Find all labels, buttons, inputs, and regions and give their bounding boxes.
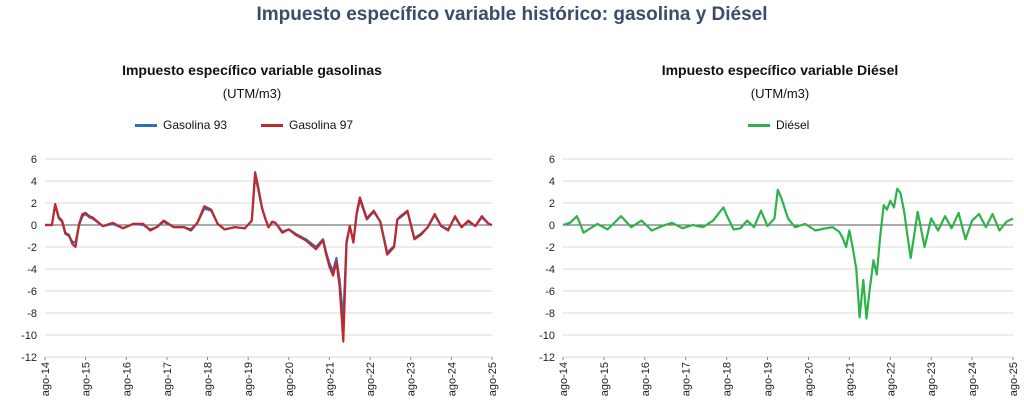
x-tick-label-diesel-10: ago-24: [967, 362, 979, 396]
x-tick-label-gasolinas-8: ago-22: [365, 362, 377, 396]
y-tick-label-diesel-3: 0: [549, 220, 555, 232]
legend-gasolinas: Gasolina 93 Gasolina 97: [135, 118, 353, 132]
y-tick-label-gasolinas-3: 0: [31, 220, 37, 232]
x-tick-label-gasolinas-2: ago-16: [121, 362, 133, 396]
legend-label-gasolina97: Gasolina 97: [289, 118, 354, 132]
y-tick-label-diesel-5: -4: [545, 264, 555, 276]
series-line-di-sel: [562, 187, 1014, 320]
legend-swatch-diesel: [748, 123, 770, 127]
legend-label-diesel: Diésel: [776, 118, 810, 132]
x-tick-label-diesel-3: ago-17: [681, 362, 693, 396]
x-tick-label-gasolinas-5: ago-19: [243, 362, 255, 396]
y-tick-label-diesel-9: -12: [539, 352, 555, 364]
y-tick-label-gasolinas-0: 6: [31, 154, 37, 166]
chart-subtitle-gasolinas: (UTM/m3): [222, 86, 282, 101]
x-tick-label-diesel-6: ago-20: [803, 362, 815, 396]
y-tick-label-gasolinas-6: -6: [27, 286, 37, 298]
y-tick-label-gasolinas-4: -2: [27, 242, 37, 254]
legend-item-gasolina93: Gasolina 93: [135, 118, 227, 132]
main-title: Impuesto específico variable histórico: …: [256, 4, 768, 25]
x-tick-label-gasolinas-4: ago-18: [203, 362, 215, 396]
x-tick-label-gasolinas-7: ago-21: [324, 362, 336, 396]
y-tick-label-diesel-7: -8: [545, 308, 555, 320]
y-tick-label-gasolinas-8: -10: [21, 330, 37, 342]
x-tick-label-gasolinas-9: ago-23: [406, 362, 418, 396]
x-tick-label-diesel-11: ago-25: [1008, 362, 1020, 396]
x-tick-label-diesel-2: ago-16: [640, 362, 652, 396]
y-tick-label-diesel-6: -6: [545, 286, 555, 298]
y-tick-label-diesel-1: 4: [549, 176, 555, 188]
legend-diesel: Diésel: [748, 118, 809, 132]
x-tick-label-gasolinas-1: ago-15: [81, 362, 93, 396]
y-tick-label-gasolinas-9: -12: [21, 352, 37, 364]
x-tick-label-diesel-4: ago-18: [722, 362, 734, 396]
chart-title-gasolinas: Impuesto específico variable gasolinas: [122, 62, 382, 78]
legend-item-diesel: Diésel: [748, 118, 809, 132]
x-tick-label-diesel-0: ago-14: [558, 362, 570, 396]
x-tick-label-diesel-9: ago-23: [926, 362, 938, 396]
legend-swatch-gasolina97: [261, 123, 284, 127]
y-tick-label-diesel-2: 2: [549, 198, 555, 210]
x-tick-label-diesel-7: ago-21: [844, 362, 856, 396]
y-tick-label-diesel-8: -10: [539, 330, 555, 342]
y-tick-label-gasolinas-5: -4: [27, 264, 37, 276]
y-tick-label-gasolinas-1: 4: [31, 176, 37, 188]
y-tick-label-diesel-0: 6: [549, 154, 555, 166]
chart-subtitle-diesel: (UTM/m3): [750, 86, 810, 101]
x-tick-label-diesel-1: ago-15: [599, 362, 611, 396]
chart-title-diesel: Impuesto específico variable Diésel: [661, 62, 899, 78]
x-tick-label-gasolinas-0: ago-14: [40, 362, 52, 396]
x-tick-label-gasolinas-6: ago-20: [284, 362, 296, 396]
x-tick-label-diesel-5: ago-19: [763, 362, 775, 396]
series-line-gasolina-97: [45, 171, 493, 343]
series-line-gasolina-93: [45, 174, 493, 321]
x-tick-label-gasolinas-11: ago-25: [487, 362, 499, 396]
x-tick-label-diesel-8: ago-22: [885, 362, 897, 396]
x-tick-label-gasolinas-10: ago-24: [446, 362, 458, 396]
y-tick-label-diesel-4: -2: [545, 242, 555, 254]
legend-item-gasolina97: Gasolina 97: [261, 118, 353, 132]
legend-swatch-gasolina93: [135, 123, 157, 127]
y-tick-label-gasolinas-2: 2: [31, 198, 37, 210]
legend-label-gasolina93: Gasolina 93: [163, 118, 228, 132]
y-tick-label-gasolinas-7: -8: [27, 308, 37, 320]
x-tick-label-gasolinas-3: ago-17: [162, 362, 174, 396]
